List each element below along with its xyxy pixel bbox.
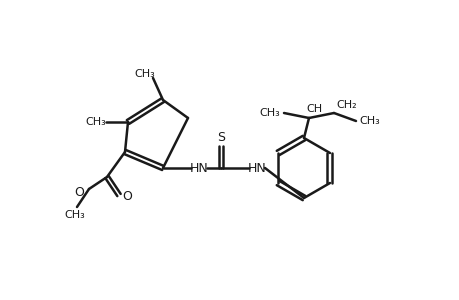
Text: CH₂: CH₂ (335, 100, 356, 110)
Text: O: O (122, 190, 132, 203)
Text: CH₃: CH₃ (134, 69, 155, 79)
Text: CH₃: CH₃ (259, 108, 280, 118)
Text: HN: HN (247, 161, 266, 175)
Text: CH: CH (305, 104, 321, 114)
Text: HN: HN (189, 161, 208, 175)
Text: CH₃: CH₃ (359, 116, 380, 126)
Text: CH₃: CH₃ (85, 117, 106, 127)
Text: S: S (217, 130, 224, 143)
Text: O: O (74, 185, 84, 199)
Text: CH₃: CH₃ (64, 210, 85, 220)
